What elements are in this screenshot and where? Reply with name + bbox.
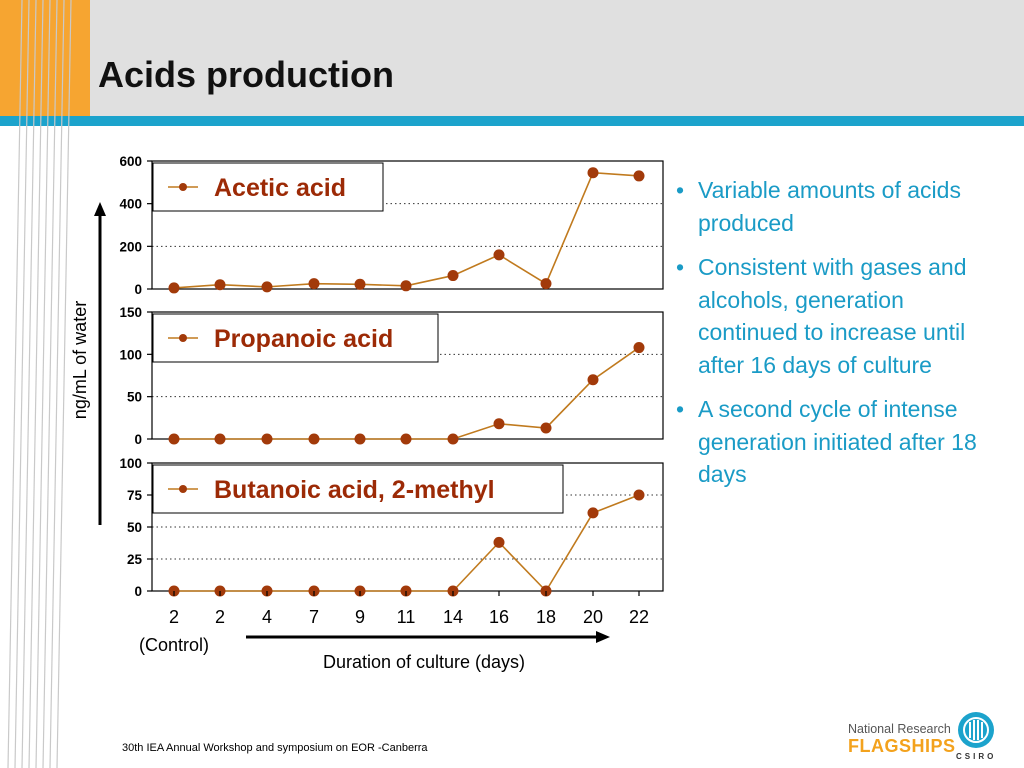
- data-point: [354, 278, 366, 290]
- y-tick-label: 600: [119, 154, 142, 169]
- legend-marker: [179, 183, 187, 191]
- logo-line-3: CSIRO: [956, 752, 997, 761]
- data-point: [261, 433, 273, 445]
- data-point: [308, 278, 320, 290]
- x-arrow-head-icon: [596, 631, 610, 643]
- data-point: [540, 422, 552, 434]
- x-tick-label: 16: [489, 607, 509, 627]
- y-tick-label: 0: [134, 432, 142, 447]
- series-label-box: [152, 464, 564, 514]
- bullet-dot-icon: •: [676, 254, 685, 280]
- y-tick-label: 100: [119, 347, 142, 362]
- x-tick-label: 20: [583, 607, 603, 627]
- bullet-list: • Variable amounts of acids produced • Con…: [676, 174, 996, 503]
- y-tick-label: 400: [119, 197, 142, 212]
- x-tick-label: 18: [536, 607, 556, 627]
- y-tick-label: 100: [119, 456, 142, 471]
- slide-title: Acids production: [98, 54, 394, 95]
- data-point: [587, 167, 599, 179]
- bullet-item: • Consistent with gases and alcohols, gen…: [676, 251, 996, 381]
- bullet-dot-icon: •: [676, 396, 685, 422]
- bullet-text: Consistent with gases and alcohols, gene…: [698, 254, 967, 378]
- series-name: Butanoic acid, 2-methyl: [214, 476, 495, 504]
- x-tick-label: 2: [215, 607, 225, 627]
- header-band: [0, 0, 1024, 116]
- bullet-item: • Variable amounts of acids produced: [676, 174, 996, 239]
- accent-block: [0, 0, 90, 116]
- data-point: [214, 433, 226, 445]
- series-name: Propanoic acid: [214, 325, 393, 353]
- bullet-item: • A second cycle of intense generation in…: [676, 393, 996, 491]
- legend-marker: [179, 334, 187, 342]
- header-rule: [0, 116, 1024, 126]
- x-tick-label: 4: [262, 607, 272, 627]
- bullet-text: Variable amounts of acids produced: [698, 177, 961, 236]
- x-tick-label: 2: [169, 607, 179, 627]
- data-point: [493, 536, 505, 548]
- logo-line-1: National Research: [848, 722, 951, 736]
- data-point: [261, 281, 273, 293]
- data-point: [633, 489, 645, 501]
- y-tick-label: 200: [119, 239, 142, 254]
- x-axis-label: Duration of culture (days): [323, 652, 525, 672]
- csiro-logo-icon: [958, 712, 994, 748]
- y-tick-label: 75: [127, 488, 143, 503]
- data-point: [587, 507, 599, 519]
- bullet-dot-icon: •: [676, 177, 685, 203]
- data-point: [587, 374, 599, 386]
- data-point: [168, 282, 180, 294]
- data-point: [168, 433, 180, 445]
- logo-line-2: FLAGSHIPS: [848, 736, 956, 756]
- data-point: [400, 280, 412, 292]
- x-tick-label: 9: [355, 607, 365, 627]
- y-tick-label: 50: [127, 520, 142, 535]
- data-point: [540, 278, 552, 290]
- data-point: [214, 279, 226, 291]
- x-tick-label: 7: [309, 607, 319, 627]
- y-tick-label: 50: [127, 390, 142, 405]
- decorative-stripes: [7, 0, 72, 768]
- y-tick-label: 25: [127, 552, 143, 567]
- y-axis-label: ng/mL of water: [70, 301, 90, 419]
- series-name: Acetic acid: [214, 174, 346, 202]
- y-tick-label: 0: [134, 282, 142, 297]
- flagships-logo: National Research FLAGSHIPS CSIRO: [848, 708, 1024, 764]
- data-point: [447, 270, 459, 282]
- legend-marker: [179, 485, 187, 493]
- series-label-box: [152, 313, 439, 363]
- data-point: [308, 433, 320, 445]
- x-note-label: (Control): [139, 635, 209, 655]
- footer-text: 30th IEA Annual Workshop and symposium o…: [122, 742, 428, 754]
- x-tick-label: 14: [443, 607, 463, 627]
- data-point: [493, 249, 505, 261]
- y-tick-label: 0: [134, 584, 142, 599]
- data-point: [633, 170, 645, 182]
- y-tick-label: 150: [119, 305, 142, 320]
- data-point: [447, 433, 459, 445]
- x-tick-label: 11: [397, 607, 416, 627]
- x-tick-label: 22: [629, 607, 649, 627]
- data-point: [633, 342, 645, 354]
- data-point: [354, 433, 366, 445]
- data-point: [400, 433, 412, 445]
- y-arrow-head-icon: [94, 202, 106, 216]
- data-point: [493, 418, 505, 430]
- bullet-text: A second cycle of intense generation ini…: [698, 396, 977, 487]
